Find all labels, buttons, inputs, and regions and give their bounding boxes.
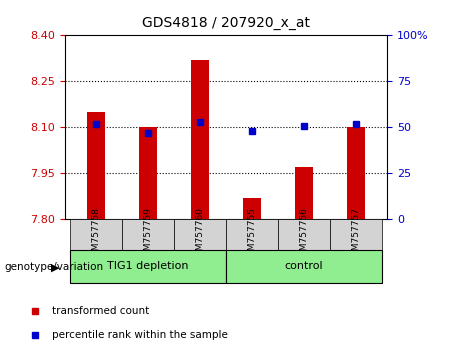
Bar [191,60,209,219]
Title: GDS4818 / 207920_x_at: GDS4818 / 207920_x_at [142,16,310,30]
Bar [122,219,174,250]
Text: percentile rank within the sample: percentile rank within the sample [53,330,228,339]
Bar [347,127,365,219]
Bar [174,219,226,250]
Bar [226,219,278,250]
Text: GSM757759: GSM757759 [143,207,152,262]
Text: GSM757757: GSM757757 [351,207,361,262]
Bar [70,219,122,250]
Bar [139,127,157,219]
Text: GSM757755: GSM757755 [248,207,256,262]
Bar [70,250,226,283]
Bar [295,167,313,219]
Text: ▶: ▶ [52,262,60,272]
Text: transformed count: transformed count [53,306,150,316]
Bar [87,112,105,219]
Text: TIG1 depletion: TIG1 depletion [107,261,189,272]
Bar [278,219,330,250]
Text: genotype/variation: genotype/variation [5,262,104,272]
Text: control: control [284,261,323,272]
Text: GSM757756: GSM757756 [300,207,308,262]
Text: GSM757760: GSM757760 [195,207,204,262]
Text: GSM757758: GSM757758 [91,207,100,262]
Bar [226,250,382,283]
Bar [330,219,382,250]
Bar [243,198,261,219]
